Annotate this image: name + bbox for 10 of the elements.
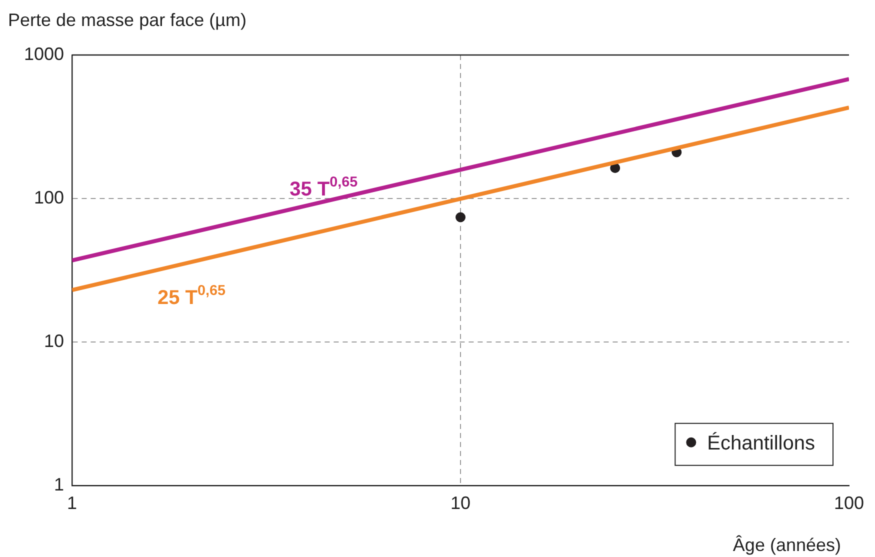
y-tick-label: 1000 — [24, 44, 64, 64]
y-tick-label: 10 — [44, 330, 64, 351]
y-tick-label: 100 — [34, 187, 64, 208]
x-tick-label: 10 — [450, 493, 471, 514]
legend-label: Échantillons — [707, 431, 815, 454]
x-tick-label: 100 — [834, 493, 864, 514]
y-tick-label: 1 — [54, 474, 64, 494]
x-tick-label: 1 — [67, 493, 78, 514]
y-axis-title: Perte de masse par face (µm) — [8, 10, 246, 30]
x-axis-title: Âge (années) — [732, 535, 841, 555]
